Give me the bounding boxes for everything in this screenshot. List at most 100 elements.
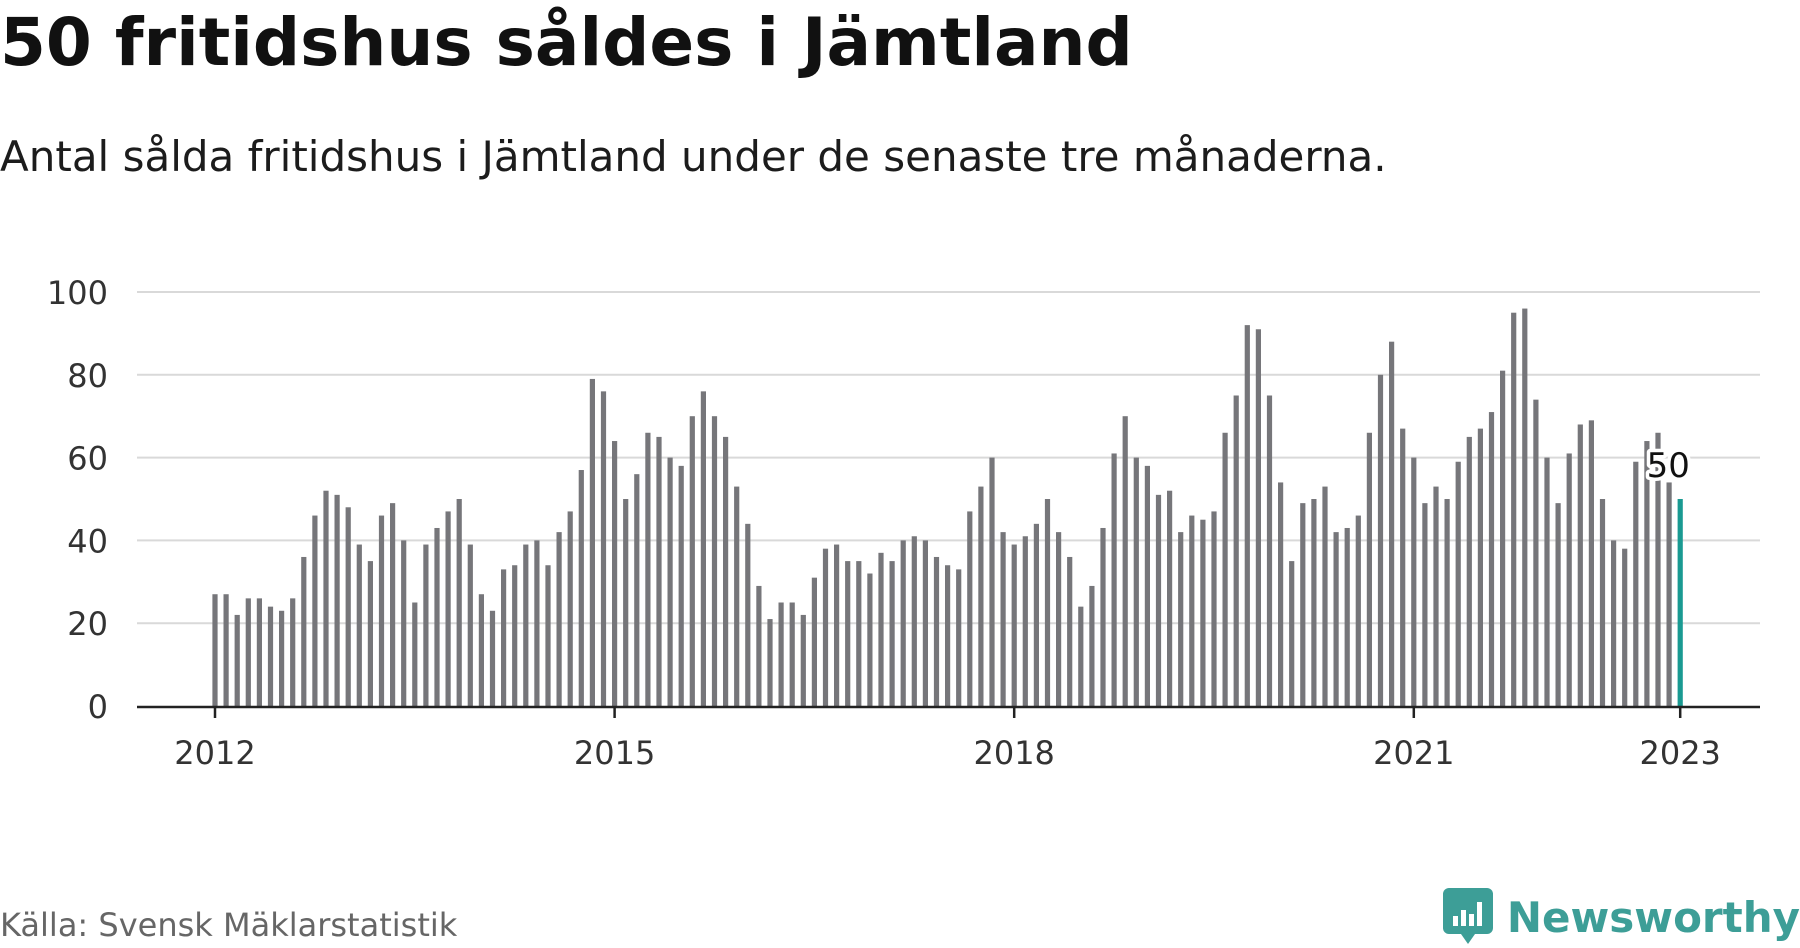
bar [1633, 461, 1639, 706]
bar [1344, 527, 1350, 706]
bar [356, 544, 362, 706]
bar [1178, 532, 1184, 706]
bar [1522, 308, 1528, 706]
bar [1466, 436, 1472, 706]
bar [1366, 432, 1372, 706]
x-tick-label: 2023 [1639, 734, 1720, 772]
bar [1422, 503, 1428, 706]
bar [1333, 532, 1339, 706]
bar [312, 515, 318, 706]
bar [1089, 585, 1095, 706]
bar [1255, 329, 1261, 706]
bar [489, 610, 496, 706]
bar [956, 569, 962, 706]
bar [1011, 544, 1017, 706]
y-tick-label: 60 [67, 440, 108, 478]
bar [1433, 486, 1439, 706]
bar [789, 602, 795, 706]
bar [245, 598, 251, 706]
bar [967, 511, 973, 706]
bar [945, 565, 951, 706]
bar [478, 594, 484, 706]
source-note: Källa: Svensk Mäklarstatistik [0, 906, 458, 944]
bar [811, 577, 817, 706]
bar [745, 523, 751, 706]
bar [989, 457, 995, 706]
bar [723, 436, 729, 706]
bar [1189, 515, 1195, 706]
bar [1133, 457, 1139, 706]
bar [290, 598, 296, 706]
bar [800, 614, 806, 706]
bar [1377, 374, 1384, 706]
bar [501, 569, 507, 706]
bar [301, 556, 307, 706]
bar [378, 515, 385, 706]
y-tick-label: 40 [67, 522, 108, 560]
bar [512, 565, 518, 706]
bar [1400, 428, 1406, 706]
x-tick-label: 2021 [1373, 734, 1454, 772]
bar [623, 499, 629, 706]
bar [1067, 556, 1073, 706]
bar [1655, 432, 1661, 706]
bar [667, 457, 673, 706]
bar [1167, 490, 1173, 706]
bar [567, 511, 573, 706]
bar [678, 465, 684, 706]
bar [1266, 395, 1273, 706]
bar [1200, 519, 1206, 706]
bar [1599, 499, 1606, 706]
bar-highlight [1677, 499, 1683, 706]
bar [1488, 412, 1495, 706]
bar [922, 540, 928, 706]
bar [1022, 536, 1028, 706]
bar [1111, 453, 1117, 706]
bar [1222, 432, 1228, 706]
bar [556, 532, 562, 706]
x-tick-label: 2012 [174, 734, 255, 772]
x-tick-label: 2018 [973, 734, 1054, 772]
bar [1322, 486, 1328, 706]
bar [900, 540, 906, 706]
bar [1444, 499, 1450, 706]
bar [822, 548, 829, 706]
bar [978, 486, 984, 706]
y-tick-label: 20 [67, 605, 108, 643]
bar [845, 561, 851, 706]
bar [933, 556, 940, 706]
bar [267, 606, 274, 706]
bar [279, 610, 285, 706]
bar [1100, 527, 1106, 706]
bar [856, 561, 862, 706]
bar [234, 614, 240, 706]
bar [1144, 465, 1150, 706]
bar [1311, 499, 1317, 706]
bar [390, 503, 396, 706]
bar [1300, 503, 1306, 706]
bar [867, 573, 873, 706]
bar [778, 602, 784, 706]
bar [1278, 482, 1284, 706]
bar [889, 561, 895, 706]
bar [1622, 548, 1628, 706]
bar [1122, 416, 1128, 706]
bar [545, 565, 551, 706]
brand-name: Newsworthy [1506, 892, 1800, 942]
bar [334, 494, 340, 706]
bar [578, 470, 584, 706]
bar [456, 499, 462, 706]
bar [1155, 494, 1162, 706]
bar [1233, 395, 1239, 706]
bar [1455, 461, 1461, 706]
bar [878, 552, 884, 706]
bar [1666, 482, 1672, 706]
bar [323, 490, 329, 706]
bar [634, 474, 640, 706]
bar [1078, 606, 1084, 706]
y-tick-label: 0 [88, 688, 108, 726]
bar [1566, 453, 1572, 706]
bar [467, 544, 473, 706]
bar [423, 544, 429, 706]
bar [911, 536, 917, 706]
